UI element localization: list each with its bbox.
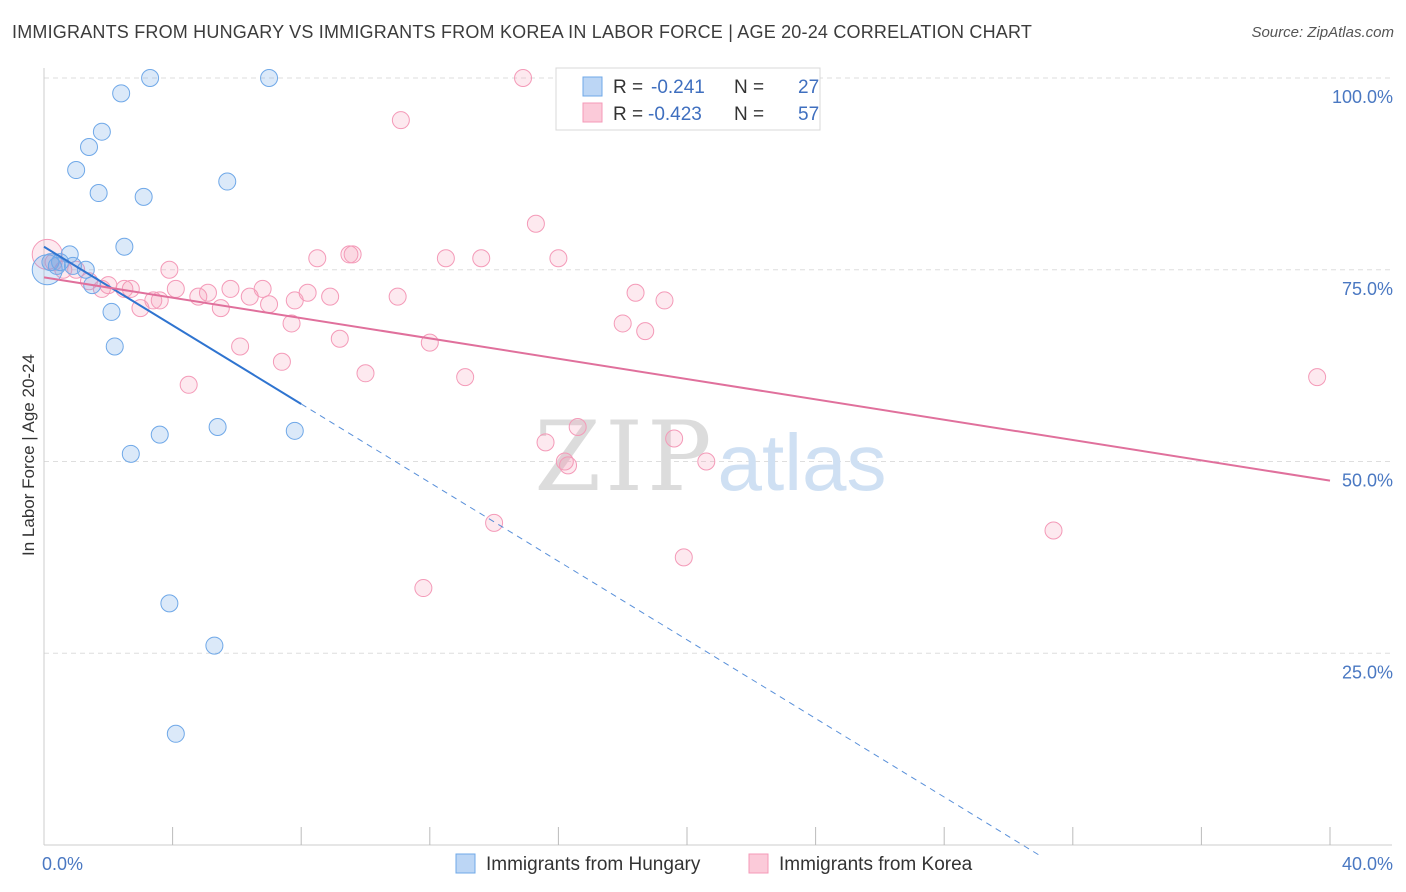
watermark-zip: ZIP	[534, 401, 715, 513]
point-korea	[211, 299, 230, 318]
gridlines	[44, 77, 1392, 654]
series-legend-swatch-korea	[748, 853, 769, 874]
watermark: ZIP atlas	[534, 401, 886, 513]
correlation-legend: R = -0.241 N = 27 R = -0.423 N = 57	[555, 67, 821, 131]
point-hungary	[102, 302, 121, 321]
chart-source: Source: ZipAtlas.com	[1251, 24, 1394, 41]
point-hungary	[218, 172, 237, 191]
point-hungary	[205, 636, 224, 655]
point-korea	[260, 295, 279, 314]
point-korea	[636, 322, 655, 341]
point-korea	[514, 69, 533, 87]
point-korea	[1044, 521, 1063, 540]
point-korea	[613, 314, 632, 333]
y-tick-label: 75.0%	[1342, 279, 1393, 299]
point-hungary	[208, 417, 227, 436]
y-axis-label: In Labor Force | Age 20-24	[19, 354, 38, 556]
y-tick-labels: 25.0% 50.0% 75.0% 100.0%	[1332, 87, 1393, 682]
point-hungary	[80, 138, 99, 157]
y-tick-label: 100.0%	[1332, 87, 1393, 107]
point-korea	[388, 287, 407, 306]
point-korea	[674, 548, 693, 567]
point-korea	[391, 111, 410, 130]
y-tick-label: 25.0%	[1342, 662, 1393, 682]
point-korea	[253, 279, 272, 298]
point-hungary	[41, 253, 60, 272]
point-korea	[282, 314, 301, 333]
point-korea	[272, 352, 291, 371]
point-korea	[356, 364, 375, 383]
chart-title: IMMIGRANTS FROM HUNGARY VS IMMIGRANTS FR…	[12, 22, 1033, 42]
point-hungary	[260, 69, 279, 87]
point-hungary	[92, 122, 111, 141]
legend-r-value-hungary: -0.241	[651, 77, 705, 98]
point-hungary	[150, 425, 169, 444]
legend-swatch-korea	[582, 102, 603, 123]
point-korea	[221, 279, 240, 298]
point-korea	[308, 249, 327, 268]
point-korea	[298, 283, 317, 302]
point-hungary	[285, 421, 304, 440]
legend-swatch-hungary	[582, 76, 603, 97]
trend-lines	[43, 245, 1331, 857]
watermark-atlas: atlas	[718, 418, 887, 507]
point-hungary	[115, 237, 134, 256]
point-korea	[436, 249, 455, 268]
point-hungary	[134, 187, 153, 206]
point-korea	[568, 417, 587, 436]
trend-line-korea	[43, 276, 1331, 482]
legend-n-value-hungary: 27	[798, 77, 819, 98]
point-korea	[626, 283, 645, 302]
point-korea	[526, 214, 545, 233]
legend-n-label-hungary: N =	[734, 77, 764, 98]
point-korea	[472, 249, 491, 268]
x-tick-labels: 0.0% 40.0%	[42, 854, 1393, 874]
point-korea	[697, 452, 716, 471]
point-hungary	[121, 444, 140, 463]
series-legend: Immigrants from Hungary Immigrants from …	[455, 853, 973, 875]
trend-line-hungary	[43, 245, 302, 405]
point-korea	[231, 337, 250, 356]
point-korea	[321, 287, 340, 306]
axes	[43, 68, 1392, 846]
point-korea	[414, 579, 433, 598]
y-tick-label: 50.0%	[1342, 471, 1393, 491]
point-korea	[1308, 368, 1327, 387]
point-korea	[655, 291, 674, 310]
point-korea	[485, 513, 504, 532]
legend-r-label-hungary: R =	[613, 77, 643, 98]
legend-n-value-korea: 57	[798, 104, 819, 125]
point-korea	[179, 375, 198, 394]
point-korea	[121, 279, 140, 298]
data-points	[31, 69, 1327, 743]
point-korea	[166, 279, 185, 298]
point-korea	[456, 368, 475, 387]
point-hungary	[166, 724, 185, 743]
series-legend-label-hungary: Immigrants from Hungary	[486, 854, 701, 875]
point-korea	[549, 249, 568, 268]
x-tick-label: 0.0%	[42, 854, 83, 874]
series-legend-swatch-hungary	[455, 853, 476, 874]
point-hungary	[105, 337, 124, 356]
legend-n-label-korea: N =	[734, 104, 764, 125]
point-korea	[665, 429, 684, 448]
point-hungary	[141, 69, 160, 87]
point-hungary	[160, 594, 179, 613]
point-korea	[198, 283, 217, 302]
point-hungary	[67, 161, 86, 180]
point-korea	[160, 260, 179, 279]
series-legend-label-korea: Immigrants from Korea	[779, 854, 973, 875]
point-korea	[343, 245, 362, 264]
x-tick-label: 40.0%	[1342, 854, 1393, 874]
point-korea	[536, 433, 555, 452]
trend-line-hungary-extension	[300, 403, 1041, 857]
point-korea	[559, 456, 578, 475]
point-korea	[330, 329, 349, 348]
legend-r-label-korea: R =	[613, 104, 643, 125]
point-hungary	[89, 184, 108, 203]
legend-r-value-korea: -0.423	[648, 104, 702, 125]
point-hungary	[112, 84, 131, 103]
